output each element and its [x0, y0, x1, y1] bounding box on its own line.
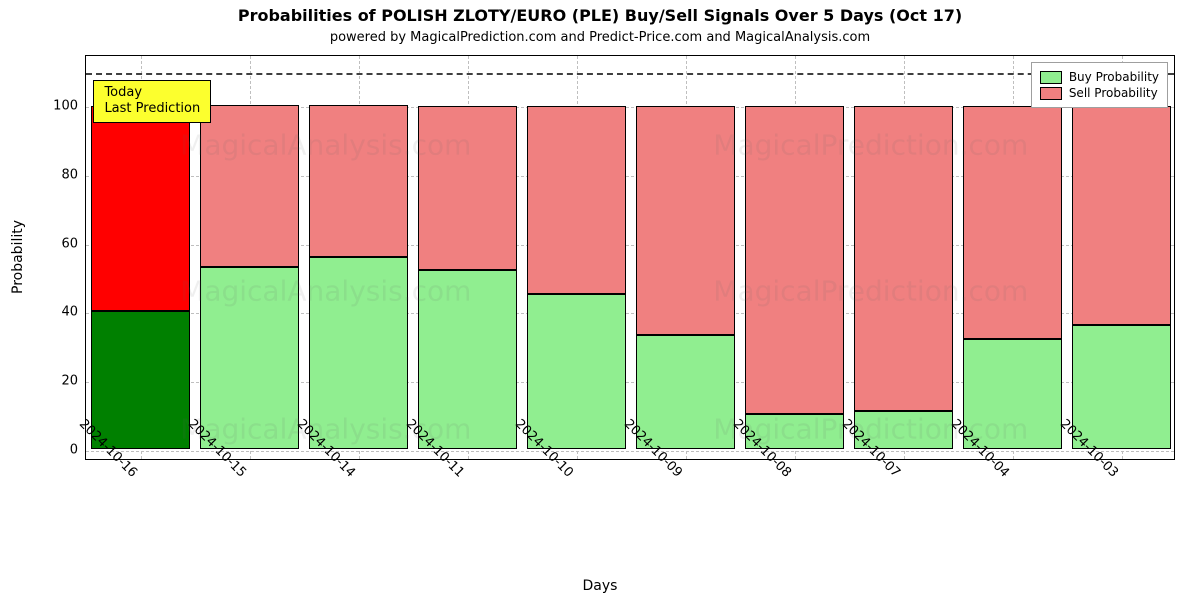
sell-bar	[309, 105, 407, 256]
bar-group	[636, 54, 734, 459]
buy-bar	[963, 339, 1061, 449]
sell-bar	[636, 106, 734, 336]
chart-subtitle: powered by MagicalPrediction.com and Pre…	[0, 30, 1200, 45]
sell-bar	[1072, 106, 1170, 326]
today-annotation: TodayLast Prediction	[93, 80, 211, 123]
buy-bar	[91, 311, 189, 448]
buy-bar	[636, 335, 734, 448]
bar-group	[200, 54, 298, 459]
ytick-label: 40	[18, 305, 78, 320]
legend-label: Sell Probability	[1069, 86, 1158, 100]
buy-bar	[527, 294, 625, 448]
chart-title: Probabilities of POLISH ZLOTY/EURO (PLE)…	[0, 6, 1200, 25]
bar-group	[527, 54, 625, 459]
y-axis-label: Probability	[10, 220, 26, 294]
legend: Buy Probability Sell Probability	[1031, 62, 1168, 108]
ytick-label: 0	[18, 442, 78, 457]
bar-group	[418, 54, 516, 459]
buy-bar	[309, 257, 407, 449]
ytick-label: 60	[18, 236, 78, 251]
buy-bar	[200, 267, 298, 449]
annotation-line: Last Prediction	[104, 101, 200, 117]
legend-swatch	[1040, 87, 1062, 100]
bar-group	[1072, 54, 1170, 459]
bar-group	[854, 54, 952, 459]
sell-bar	[527, 106, 625, 295]
sell-bar	[854, 106, 952, 411]
ytick-label: 80	[18, 168, 78, 183]
legend-item: Buy Probability	[1040, 70, 1159, 84]
reference-line	[86, 73, 1174, 75]
figure: Probabilities of POLISH ZLOTY/EURO (PLE)…	[0, 0, 1200, 600]
legend-swatch	[1040, 71, 1062, 84]
plot-area: MagicalAnalysis.comMagicalPrediction.com…	[85, 55, 1175, 460]
sell-bar	[200, 105, 298, 266]
legend-label: Buy Probability	[1069, 70, 1159, 84]
sell-bar	[91, 106, 189, 312]
sell-bar	[745, 106, 843, 415]
ytick-label: 100	[18, 99, 78, 114]
ytick-label: 20	[18, 374, 78, 389]
buy-bar	[1072, 325, 1170, 449]
x-axis-label: Days	[0, 578, 1200, 594]
bar-group	[963, 54, 1061, 459]
legend-item: Sell Probability	[1040, 86, 1159, 100]
sell-bar	[418, 106, 516, 271]
sell-bar	[963, 106, 1061, 339]
bar-group	[309, 54, 407, 459]
annotation-line: Today	[104, 85, 200, 101]
buy-bar	[418, 270, 516, 448]
bar-group	[745, 54, 843, 459]
